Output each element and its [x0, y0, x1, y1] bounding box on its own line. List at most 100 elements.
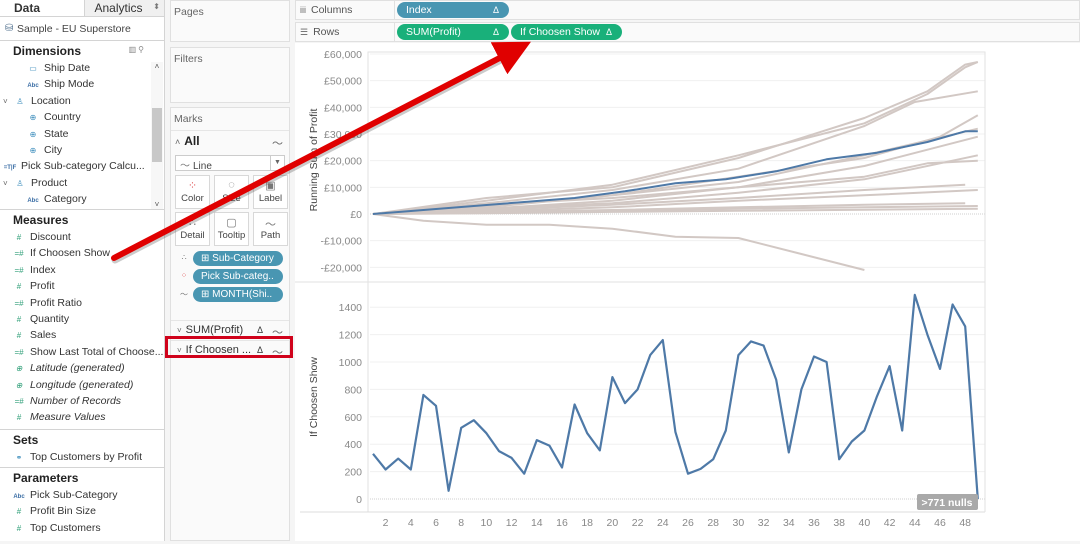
calc-number-icon: =# — [14, 265, 24, 275]
highlight-box — [165, 336, 293, 358]
pill-pick-sub-category[interactable]: Pick Sub-categ.. — [193, 269, 283, 284]
filters-card[interactable]: Filters — [170, 47, 290, 103]
mark-type-dropdown[interactable]: 〜 Line ▼ — [175, 155, 285, 172]
pill-row: ⁘ Pick Sub-categ.. — [175, 268, 289, 285]
field-country[interactable]: ⊕ Country — [0, 109, 164, 125]
field-label: Top Customers by Profit — [30, 450, 143, 463]
chevron-down-icon[interactable]: ˅ — [177, 346, 182, 355]
y-tick-label: 600 — [344, 412, 362, 424]
marks-all-tab[interactable]: ˄ All 〜 — [171, 130, 289, 152]
field-if-choosen-show[interactable]: =# If Choosen Show — [0, 245, 164, 261]
number-icon: # — [16, 331, 22, 341]
measures-header: Measures — [13, 213, 69, 227]
y-tick-label: 800 — [344, 384, 362, 396]
field-city[interactable]: ⊕ City — [0, 142, 164, 158]
param-pick-sub-category[interactable]: Abc Pick Sub-Category — [0, 487, 164, 503]
filters-label: Filters — [174, 53, 203, 65]
delta-icon: Δ — [605, 27, 612, 37]
field-top-customers-by-profit[interactable]: ⚭ Top Customers by Profit — [0, 449, 164, 465]
size-button[interactable]: ◌ Size — [214, 175, 249, 209]
pill-month-ship-date[interactable]: ⊞ MONTH(Shi.. — [193, 287, 283, 302]
field-sales[interactable]: # Sales — [0, 327, 164, 343]
chevron-down-icon[interactable]: ˅ — [3, 178, 8, 188]
data-pane: Data Analytics ⬍ ⛁ Sample - EU Superstore… — [0, 0, 165, 541]
field-label: Number of Records — [30, 394, 122, 407]
number-icon: # — [16, 507, 22, 517]
field-label: Show Last Total of Choose... — [30, 345, 164, 358]
tab-analytics[interactable]: Analytics ⬍ — [83, 0, 164, 16]
delta-icon: Δ — [492, 5, 499, 15]
detail-button[interactable]: ∴ Detail — [175, 212, 210, 246]
search-icon[interactable]: ⚲ — [138, 45, 146, 54]
globe-icon: ⊕ — [29, 129, 37, 139]
marks-pills: ∴ ⊞ Sub-Category ⁘ Pick Sub-categ.. 〜 ⊞ MON… — [175, 250, 289, 303]
path-icon: 〜 — [180, 290, 188, 299]
field-measure-values[interactable]: # Measure Values — [0, 409, 164, 425]
field-ship-mode[interactable]: Abc Ship Mode — [0, 76, 164, 92]
param-profit-bin-size[interactable]: # Profit Bin Size — [0, 503, 164, 519]
y-tick-label: 200 — [344, 467, 362, 479]
chevron-down-icon[interactable]: ˅ — [177, 326, 182, 335]
field-show-last-total[interactable]: =# Show Last Total of Choose... — [0, 344, 164, 360]
field-longitude[interactable]: ⊕ Longitude (generated) — [0, 377, 164, 393]
view-cards-icon[interactable]: ▥ — [128, 45, 139, 54]
line-mark-icon: 〜 — [272, 347, 283, 359]
y-axis-title: Running Sum of Profit — [308, 109, 320, 212]
chevron-down-icon[interactable]: ˅ — [3, 96, 8, 106]
rows-shelf[interactable]: ☰ Rows SUM(Profit) Δ If Choosen Show Δ — [295, 22, 1080, 42]
delta-icon: Δ — [492, 27, 499, 37]
field-discount[interactable]: # Discount — [0, 229, 164, 245]
calc-number-icon: =# — [14, 298, 24, 308]
visualization-area[interactable]: £60,000 £50,000 £40,000 £30,000 £20,000 £10,0… — [295, 43, 1080, 541]
pages-card[interactable]: Pages — [170, 0, 290, 42]
field-label: Pick Sub-Category — [30, 489, 118, 502]
nulls-indicator[interactable]: >771 nulls — [917, 494, 978, 510]
calendar-icon: ▭ — [29, 64, 37, 73]
pill-sum-profit[interactable]: SUM(Profit) Δ — [397, 24, 509, 40]
x-tick-label: 44 — [909, 517, 921, 529]
tooltip-button[interactable]: ▢ Tooltip — [214, 212, 249, 246]
chevron-up-icon[interactable]: ˄ — [175, 137, 181, 147]
y-tick-label: £40,000 — [324, 102, 362, 114]
columns-shelf[interactable]: iii Columns Index Δ — [295, 0, 1080, 20]
tab-data[interactable]: Data — [0, 0, 84, 16]
field-latitude[interactable]: ⊕ Latitude (generated) — [0, 360, 164, 376]
dropdown-arrow-icon[interactable]: ▼ — [270, 156, 284, 170]
sort-icon[interactable]: ⬍ — [153, 2, 160, 11]
field-label: Profit Ratio — [30, 296, 82, 309]
svg-text:>771 nulls: >771 nulls — [921, 497, 972, 509]
field-location[interactable]: ˅ ♙ Location — [0, 93, 164, 109]
parameters-section: Parameters Abc Pick Sub-Category # Profit … — [0, 468, 164, 536]
field-number-of-records[interactable]: =# Number of Records — [0, 393, 164, 409]
pill-index[interactable]: Index Δ — [397, 2, 509, 18]
pill-if-choosen-show[interactable]: If Choosen Show Δ — [511, 24, 622, 40]
field-product[interactable]: ˅ ♙ Product — [0, 175, 164, 191]
field-ship-date[interactable]: ▭ Ship Date — [0, 60, 164, 76]
hierarchy-icon: ♙ — [16, 96, 24, 106]
path-button[interactable]: 〜 Path — [253, 212, 288, 246]
param-top-customers[interactable]: # Top Customers — [0, 520, 164, 536]
pill-sub-category[interactable]: ⊞ Sub-Category — [193, 251, 283, 266]
globe-icon: ⊕ — [29, 113, 37, 123]
field-pick-sub-category-calc[interactable]: =T|F Pick Sub-category Calcu... — [0, 158, 164, 174]
pill-label: Index — [406, 4, 432, 16]
marks-tab-if-choosen-show[interactable]: ˅ If Choosen ... Δ 〜 — [171, 340, 289, 360]
size-icon: ◌ — [228, 179, 235, 191]
number-icon: # — [16, 233, 22, 242]
field-profit-ratio[interactable]: =# Profit Ratio — [0, 295, 164, 311]
if-choosen-show-chart[interactable]: 0 200 400 600 800 1000 1200 1400 If Choosen Show… — [300, 52, 986, 529]
running-sum-profit-chart[interactable]: £60,000 £50,000 £40,000 £30,000 £20,000 £10,0… — [295, 49, 986, 283]
color-button[interactable]: ⁘ Color — [175, 175, 210, 209]
field-profit[interactable]: # Profit — [0, 278, 164, 294]
shelf-divider — [394, 23, 395, 41]
chart-svg[interactable]: £60,000 £50,000 £40,000 £30,000 £20,000 £10,0… — [295, 43, 1080, 541]
marks-tab-sum-profit[interactable]: ˅ SUM(Profit) Δ 〜 — [171, 320, 289, 340]
data-source[interactable]: ⛁ Sample - EU Superstore — [0, 17, 164, 41]
field-index[interactable]: =# Index — [0, 262, 164, 278]
field-state[interactable]: ⊕ State — [0, 126, 164, 142]
field-category[interactable]: Abc Category — [0, 191, 164, 207]
label-button[interactable]: ▣ Label — [253, 175, 288, 209]
field-label: Profit Bin Size — [30, 505, 96, 518]
field-quantity[interactable]: # Quantity — [0, 311, 164, 327]
x-tick-label: 40 — [859, 517, 871, 529]
